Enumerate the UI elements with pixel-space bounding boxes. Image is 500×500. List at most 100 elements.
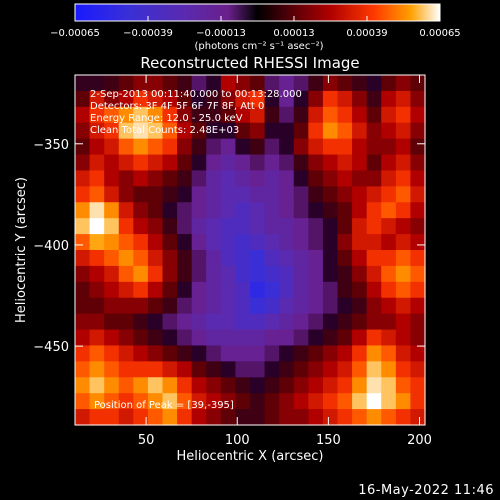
heatmap-cell	[352, 202, 368, 219]
heatmap-cell	[191, 106, 207, 124]
heatmap-cell	[352, 234, 368, 251]
heatmap-cell	[118, 122, 134, 140]
heatmap-cells	[75, 75, 426, 426]
heatmap-cell	[279, 138, 295, 156]
heatmap-cell	[104, 281, 120, 299]
heatmap-cell	[133, 138, 149, 156]
y-axis-label: Heliocentric Y (arcsec)	[14, 177, 29, 323]
heatmap-cell	[337, 377, 353, 394]
heatmap-cell	[366, 138, 382, 156]
heatmap-cell	[220, 186, 237, 203]
heatmap-cell	[104, 329, 120, 347]
heatmap-cell	[366, 106, 382, 124]
heatmap-cell	[75, 313, 91, 331]
heatmap-cell	[279, 265, 295, 283]
heatmap-cell	[279, 154, 295, 172]
colorbar-tick-labels: −0.00065 −0.00039 −0.00013 0.00013 0.00039 0.…	[50, 28, 461, 39]
heatmap-cell	[293, 297, 309, 315]
heatmap-cell	[293, 90, 309, 108]
heatmap-cell	[322, 345, 339, 362]
colorbar-unit-label: (photons cm⁻² s⁻¹ asec⁻²)	[194, 41, 323, 52]
heatmap-cell	[75, 361, 91, 378]
heatmap-cell	[366, 281, 382, 299]
heatmap-cell	[89, 122, 105, 140]
heatmap-cell	[133, 329, 149, 347]
heatmap-cell	[381, 250, 397, 267]
heatmap-cell	[147, 377, 164, 394]
heatmap-cell	[162, 218, 178, 235]
heatmap-cell	[206, 329, 222, 347]
heatmap-cell	[147, 106, 164, 124]
heatmap-cell	[395, 122, 412, 140]
heatmap-cell	[395, 281, 412, 299]
heatmap-cell	[279, 234, 295, 251]
heatmap-cell	[75, 377, 91, 394]
heatmap-cell	[410, 75, 426, 92]
heatmap-cell	[104, 90, 120, 108]
heatmap-cell	[322, 138, 339, 156]
heatmap-cell	[308, 75, 324, 92]
heatmap-cell	[191, 265, 207, 283]
heatmap-cell	[352, 106, 368, 124]
heatmap-cell	[308, 297, 324, 315]
heatmap-cell	[381, 313, 397, 331]
heatmap-cell	[206, 313, 222, 331]
heatmap-cell	[177, 202, 193, 219]
heatmap-cell	[279, 345, 295, 362]
heatmap-cell	[352, 154, 368, 172]
heatmap-cell	[250, 90, 266, 108]
heatmap-cell	[104, 297, 120, 315]
heatmap-cell	[89, 313, 105, 331]
heatmap-cell	[220, 218, 237, 235]
heatmap-cell	[220, 345, 237, 362]
heatmap-cell	[293, 281, 309, 299]
heatmap-cell	[337, 250, 353, 267]
heatmap-cell	[206, 234, 222, 251]
heatmap-cell	[89, 202, 105, 219]
heatmap-cell	[250, 218, 266, 235]
heatmap-cell	[118, 90, 134, 108]
heatmap-cell	[177, 122, 193, 140]
heatmap-cell	[410, 409, 426, 426]
y-tick-label: −450	[33, 340, 69, 355]
heatmap-cell	[410, 361, 426, 378]
heatmap-cell	[264, 409, 280, 426]
heatmap-cell	[235, 361, 251, 378]
heatmap-cell	[220, 106, 237, 124]
heatmap-cell	[250, 409, 266, 426]
heatmap-cell	[191, 138, 207, 156]
heatmap-cell	[395, 329, 412, 347]
heatmap-cell	[352, 170, 368, 187]
heatmap-cell	[337, 75, 353, 92]
heatmap-cell	[366, 234, 382, 251]
timestamp-footer: 16-May-2022 11:46	[358, 483, 494, 498]
colorbar-tick-label: 0.00065	[419, 28, 460, 39]
heatmap-cell	[191, 170, 207, 187]
heatmap-cell	[279, 409, 295, 426]
heatmap-cell	[352, 186, 368, 203]
heatmap-cell	[118, 202, 134, 219]
heatmap-cell	[104, 313, 120, 331]
heatmap-cell	[395, 138, 412, 156]
heatmap-cell	[293, 313, 309, 331]
heatmap-cell	[352, 218, 368, 235]
heatmap-cell	[89, 218, 105, 235]
heatmap-cell	[337, 393, 353, 410]
heatmap-cell	[381, 361, 397, 378]
colorbar-tick-label: 0.00039	[346, 28, 387, 39]
heatmap-cell	[104, 138, 120, 156]
heatmap-cell	[395, 393, 412, 410]
heatmap-cell	[264, 202, 280, 219]
heatmap-cell	[104, 186, 120, 203]
heatmap-cell	[352, 75, 368, 92]
heatmap-cell	[352, 409, 368, 426]
heatmap-cell	[177, 170, 193, 187]
heatmap-cell	[104, 409, 120, 426]
plot-area: 50 100 150 200 −350 −400 −450	[33, 74, 432, 448]
heatmap-cell	[162, 409, 178, 426]
heatmap-cell	[235, 281, 251, 299]
heatmap-cell	[279, 361, 295, 378]
heatmap-cell	[264, 138, 280, 156]
heatmap-cell	[118, 329, 134, 347]
